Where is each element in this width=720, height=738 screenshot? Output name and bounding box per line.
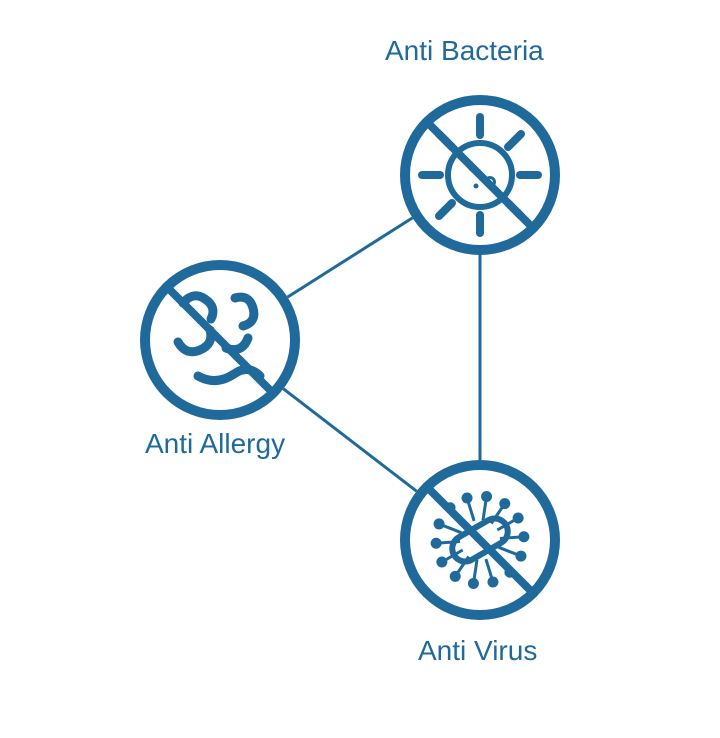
diagram-stage: Anti Bacteria Anti Allergy Anti Virus [0, 0, 720, 738]
network-svg [0, 0, 720, 738]
node-virus [405, 465, 555, 615]
node-allergy [145, 265, 295, 415]
node-label-bacteria: Anti Bacteria [385, 35, 544, 67]
node-bacteria [405, 100, 555, 250]
node-label-allergy: Anti Allergy [145, 428, 285, 460]
edge [283, 389, 416, 491]
edge [288, 218, 413, 297]
edges [283, 218, 480, 491]
node-label-virus: Anti Virus [418, 635, 537, 667]
